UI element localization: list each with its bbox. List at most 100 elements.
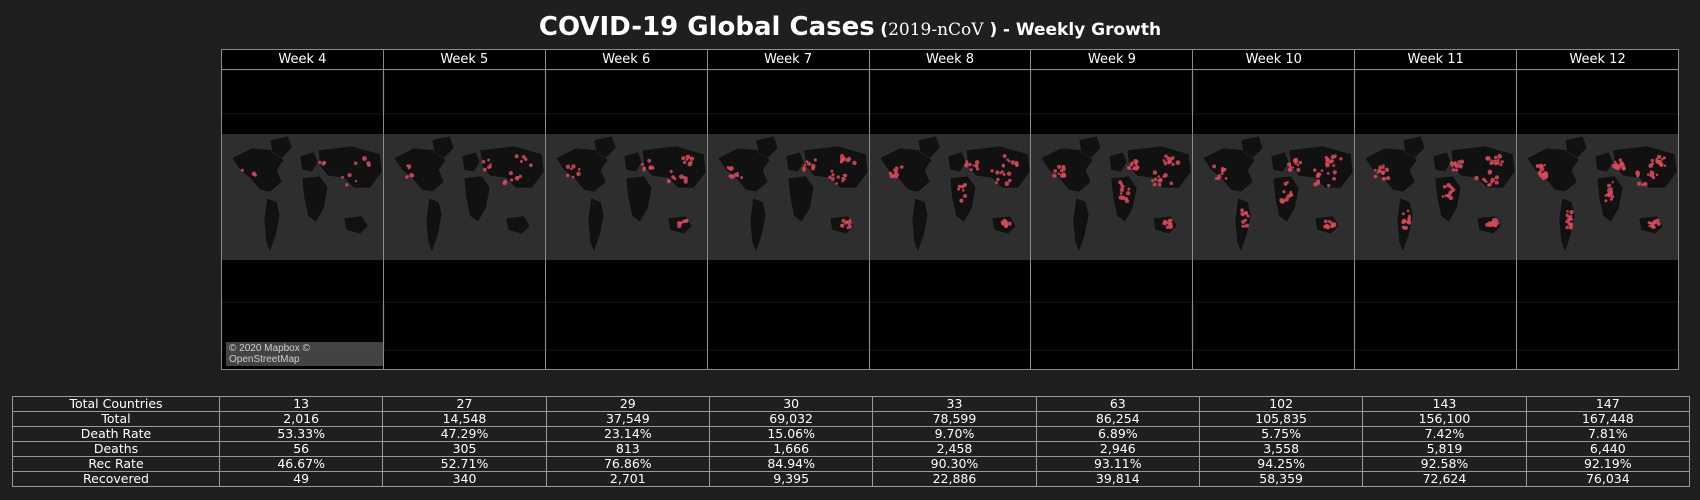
case-marker <box>1643 181 1648 187</box>
case-marker <box>1544 172 1549 177</box>
case-marker <box>1007 221 1012 226</box>
case-marker <box>1246 213 1249 216</box>
week-header: Week 10 <box>1193 50 1355 70</box>
case-marker <box>1175 160 1181 166</box>
continent-shape <box>755 135 778 159</box>
case-marker <box>1455 168 1459 172</box>
case-marker <box>1620 163 1626 168</box>
case-marker <box>1171 162 1176 166</box>
case-marker <box>1135 159 1139 164</box>
case-marker <box>367 163 371 167</box>
case-marker <box>995 177 1000 182</box>
case-marker <box>1543 164 1547 167</box>
case-marker <box>1296 167 1301 173</box>
case-marker <box>1001 163 1005 167</box>
case-marker <box>1651 224 1655 229</box>
case-marker <box>521 155 526 159</box>
world-map[interactable] <box>1355 70 1517 369</box>
continent-shape <box>231 147 285 193</box>
case-marker <box>964 160 968 164</box>
continent-shape <box>593 135 617 159</box>
polar-region <box>1031 301 1193 351</box>
case-marker <box>1604 199 1608 203</box>
stats-cell: 22,886 <box>872 471 1037 487</box>
stats-cell: 84.94% <box>708 456 874 472</box>
case-marker <box>1241 219 1246 224</box>
case-marker <box>1153 182 1157 187</box>
case-marker <box>810 166 815 171</box>
polar-region <box>1193 70 1355 115</box>
case-marker <box>353 161 358 166</box>
case-marker <box>841 218 846 223</box>
case-marker <box>1402 212 1406 216</box>
page-title: COVID-19 Global Cases (2019-nCoV ) - Wee… <box>0 12 1700 42</box>
case-marker <box>956 187 960 191</box>
case-marker <box>683 179 688 184</box>
stats-cell: 7.81% <box>1525 426 1691 442</box>
case-marker <box>958 198 964 203</box>
polar-region <box>1517 70 1679 115</box>
polar-region <box>1355 70 1517 115</box>
continent-shape <box>949 175 976 223</box>
case-marker <box>1280 199 1285 204</box>
map-panel: Week 5 <box>383 50 546 369</box>
case-marker <box>998 171 1002 175</box>
case-marker <box>1607 183 1612 188</box>
world-map[interactable] <box>869 70 1031 369</box>
world-map[interactable] <box>545 70 707 369</box>
case-marker <box>1163 161 1169 166</box>
world-map[interactable] <box>1031 70 1193 369</box>
continent-shape <box>1289 145 1354 189</box>
polar-region <box>869 70 1031 115</box>
case-marker <box>1329 159 1334 163</box>
weekly-map-grid: Week 4 © 2020 Mapbox © OpenStreetMap Week … <box>221 49 1679 370</box>
case-marker <box>565 173 570 178</box>
map-panel: Week 12 <box>1517 50 1679 369</box>
world-map[interactable] <box>707 70 869 369</box>
stats-cell: 167,448 <box>1525 411 1691 427</box>
stats-cell: 23.14% <box>545 426 710 442</box>
polar-region <box>222 301 383 351</box>
world-map[interactable] <box>383 70 545 369</box>
stats-cell: 46.67% <box>218 456 384 472</box>
case-marker <box>1566 210 1569 213</box>
case-marker <box>1382 166 1385 169</box>
case-marker <box>502 180 507 186</box>
case-marker <box>974 164 978 168</box>
case-marker <box>1637 181 1642 186</box>
case-marker <box>1655 157 1659 161</box>
stats-cell: 3,558 <box>1198 441 1364 457</box>
case-marker <box>1225 177 1228 180</box>
case-marker <box>1223 167 1227 171</box>
case-marker <box>892 168 896 172</box>
case-marker <box>1129 162 1134 167</box>
polar-region <box>383 301 545 351</box>
case-marker <box>813 158 817 162</box>
stats-row: Deaths 56 305 813 1,666 2,458 2,946 3,558 5,819 6… <box>12 441 1691 457</box>
world-map[interactable] <box>1193 70 1355 369</box>
case-marker <box>962 194 967 198</box>
case-marker <box>1221 166 1225 171</box>
stats-cell: 9.70% <box>872 426 1037 442</box>
case-marker <box>1495 221 1500 226</box>
case-marker <box>411 174 415 177</box>
week-header: Week 11 <box>1355 50 1517 70</box>
case-marker <box>840 176 846 182</box>
map-panel: Week 10 <box>1193 50 1356 369</box>
case-marker <box>1570 218 1574 221</box>
case-marker <box>1245 223 1250 228</box>
case-marker <box>1565 220 1569 224</box>
world-map[interactable] <box>1517 70 1679 369</box>
case-marker <box>1374 168 1377 172</box>
case-marker <box>1057 172 1061 176</box>
polar-region <box>545 70 707 115</box>
case-marker <box>1649 170 1653 174</box>
case-marker <box>1485 156 1490 161</box>
case-marker <box>1163 159 1166 162</box>
world-map[interactable] <box>222 70 383 369</box>
continent-shape <box>317 145 383 189</box>
stats-row-label: Total <box>12 411 220 427</box>
case-marker <box>678 174 684 180</box>
case-marker <box>1289 193 1293 197</box>
map-attribution[interactable]: © 2020 Mapbox © OpenStreetMap <box>226 342 383 366</box>
